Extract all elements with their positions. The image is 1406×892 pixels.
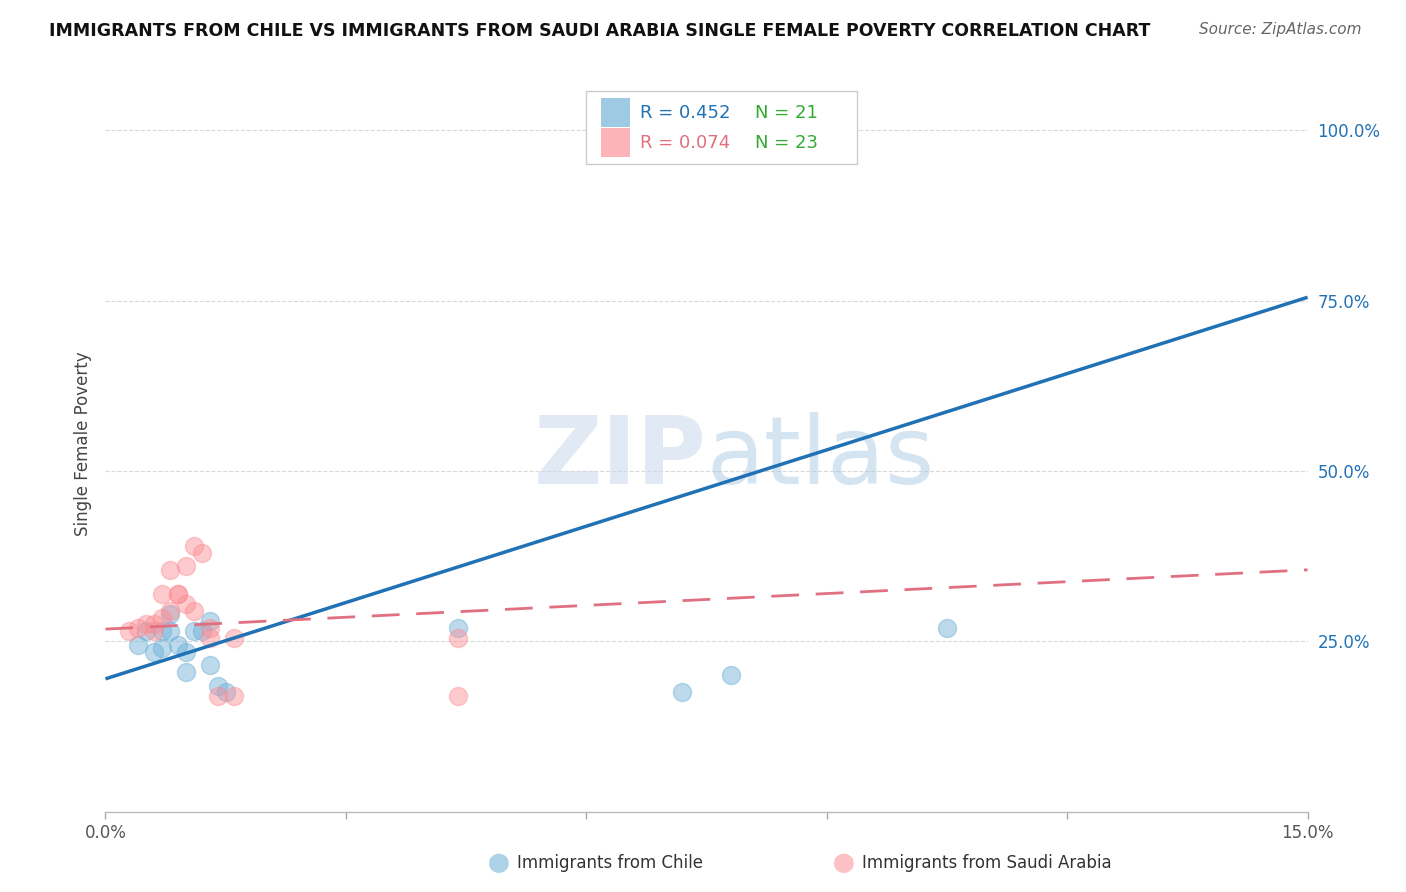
Text: R = 0.452: R = 0.452 xyxy=(640,103,731,122)
Text: ⬤: ⬤ xyxy=(488,854,510,873)
Text: Source: ZipAtlas.com: Source: ZipAtlas.com xyxy=(1198,22,1361,37)
Text: N = 21: N = 21 xyxy=(755,103,817,122)
Text: N = 23: N = 23 xyxy=(755,134,818,152)
FancyBboxPatch shape xyxy=(600,98,630,128)
Text: atlas: atlas xyxy=(707,412,935,505)
Text: Immigrants from Saudi Arabia: Immigrants from Saudi Arabia xyxy=(862,855,1112,872)
Y-axis label: Single Female Poverty: Single Female Poverty xyxy=(73,351,91,536)
FancyBboxPatch shape xyxy=(586,91,856,164)
Text: R = 0.074: R = 0.074 xyxy=(640,134,731,152)
Text: ⬤: ⬤ xyxy=(832,854,855,873)
Text: Immigrants from Chile: Immigrants from Chile xyxy=(517,855,703,872)
FancyBboxPatch shape xyxy=(600,128,630,157)
Text: ZIP: ZIP xyxy=(534,412,707,505)
Text: IMMIGRANTS FROM CHILE VS IMMIGRANTS FROM SAUDI ARABIA SINGLE FEMALE POVERTY CORR: IMMIGRANTS FROM CHILE VS IMMIGRANTS FROM… xyxy=(49,22,1150,40)
